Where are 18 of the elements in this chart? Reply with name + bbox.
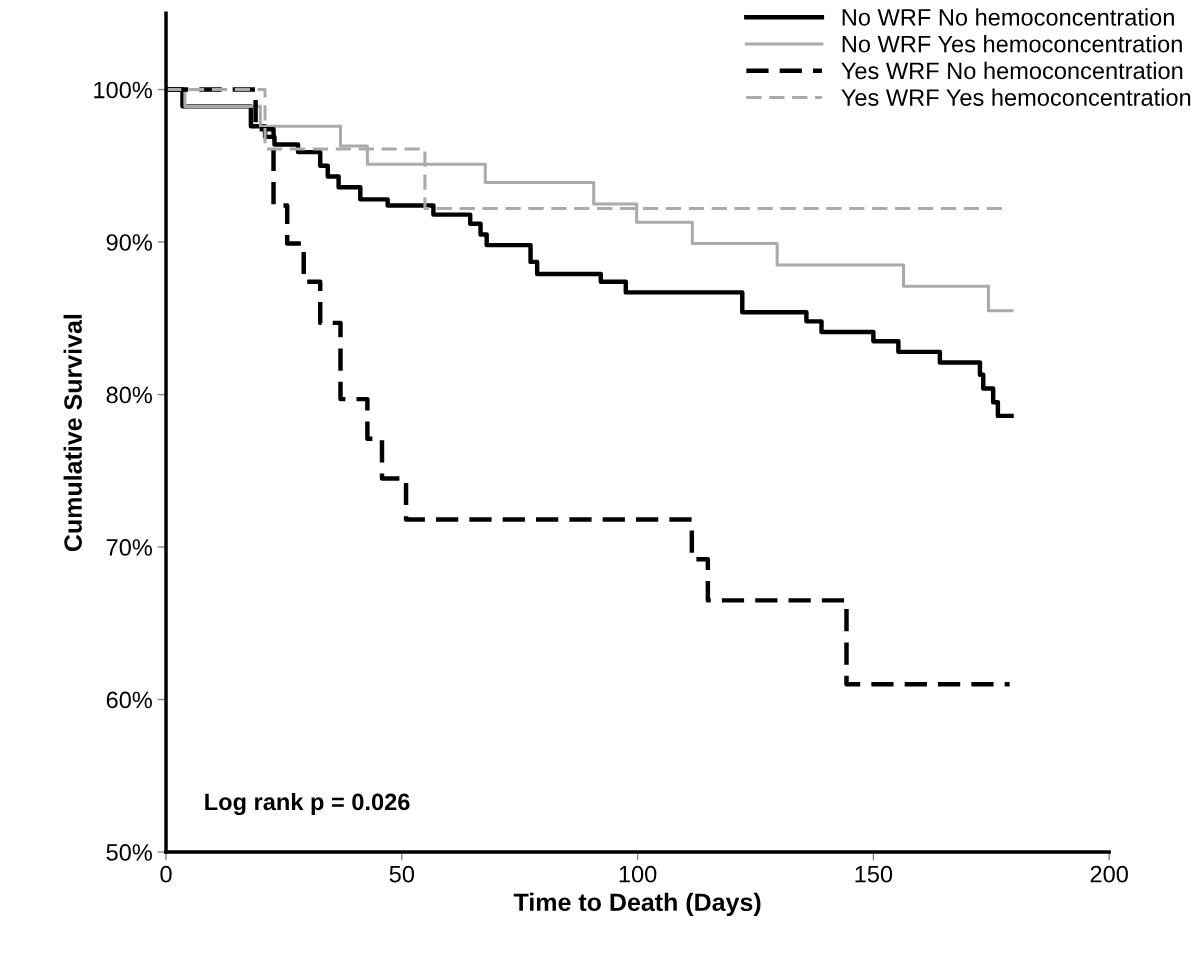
y-axis-title: Cumulative Survival xyxy=(63,314,82,552)
x-tick-label: 50 xyxy=(389,865,415,883)
y-tick-label: 100% xyxy=(94,81,152,99)
y-tick-label: 60% xyxy=(106,691,152,709)
legend-label: Yes WRF Yes hemoconcentration xyxy=(841,88,1191,106)
annotation: Log rank p = 0.026 xyxy=(205,792,410,816)
legend-label: No WRF Yes hemoconcentration xyxy=(842,35,1182,53)
x-tick-label: 150 xyxy=(855,865,893,883)
y-tick-label: 70% xyxy=(106,539,152,556)
y-tick-label: 80% xyxy=(106,386,152,404)
x-tick-label: 100 xyxy=(619,865,657,883)
x-axis-title: Time to Death (Days) xyxy=(513,892,761,917)
x-tick-label: 0 xyxy=(160,865,172,883)
legend-label: Yes WRF No hemoconcentration xyxy=(841,61,1183,80)
y-tick-label: 50% xyxy=(106,844,152,861)
legend-label: No WRF No hemoconcentration xyxy=(842,8,1174,26)
y-tick-label: 90% xyxy=(106,234,152,251)
x-tick-label: 200 xyxy=(1090,865,1128,883)
